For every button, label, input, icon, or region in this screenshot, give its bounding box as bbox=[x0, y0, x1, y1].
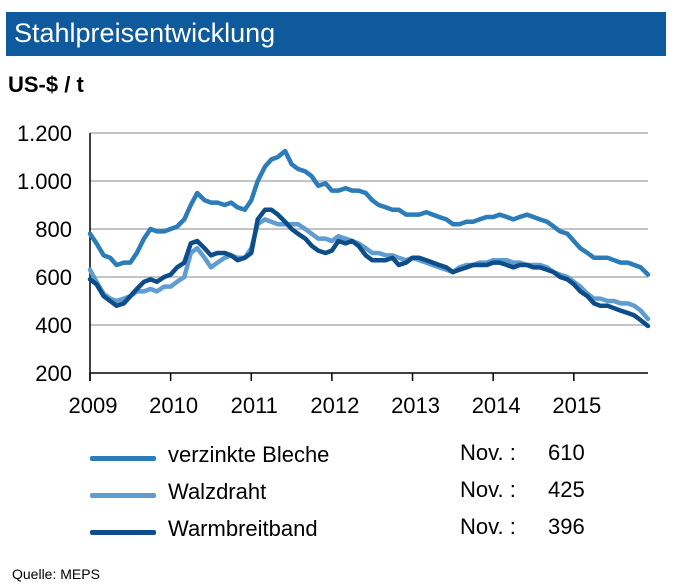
x-tick-label: 2009 bbox=[69, 393, 118, 418]
title-bar: Stahlpreisentwicklung bbox=[6, 12, 666, 56]
legend-swatch-verzinkte-bleche bbox=[90, 456, 156, 461]
y-tick-label: 800 bbox=[35, 217, 72, 242]
x-tick-label: 2015 bbox=[552, 393, 601, 418]
series-line-warmbreitband bbox=[87, 207, 651, 329]
legend-value: 610 bbox=[548, 440, 585, 465]
legend-month: Nov. : bbox=[460, 514, 516, 539]
y-tick-label: 1.000 bbox=[17, 169, 72, 194]
legend-swatch-warmbreitband bbox=[90, 530, 156, 535]
legend-label: verzinkte Bleche bbox=[168, 442, 330, 467]
y-tick-label: 200 bbox=[35, 361, 72, 386]
legend-item-verzinkte-bleche: verzinkte Bleche Nov. : 610 bbox=[90, 440, 660, 476]
chart-title: Stahlpreisentwicklung bbox=[14, 18, 276, 48]
y-tick-label: 400 bbox=[35, 313, 72, 338]
line-chart: 200 400 600 800 1.000 1.200 2009 2010 2011 2012 20… bbox=[17, 121, 651, 418]
x-tick-label: 2011 bbox=[231, 393, 278, 418]
legend-item-warmbreitband: Warmbreitband Nov. : 396 bbox=[90, 514, 660, 550]
legend-month: Nov. : bbox=[460, 477, 516, 502]
x-tick-label: 2012 bbox=[310, 393, 359, 418]
y-tick-label: 1.200 bbox=[17, 121, 72, 146]
x-tick-label: 2014 bbox=[472, 393, 521, 418]
y-tick-label: 600 bbox=[35, 265, 72, 290]
y-axis-unit-label: US-$ / t bbox=[8, 72, 84, 97]
legend-label: Warmbreitband bbox=[168, 516, 318, 541]
x-tick-label: 2010 bbox=[149, 393, 198, 418]
legend-value: 425 bbox=[548, 477, 585, 502]
legend-label: Walzdraht bbox=[168, 479, 267, 504]
legend-item-walzdraht: Walzdraht Nov. : 425 bbox=[90, 477, 660, 513]
legend-value: 396 bbox=[548, 514, 585, 539]
x-tick-label: 2013 bbox=[391, 393, 440, 418]
series-line-verzinkte-bleche bbox=[87, 148, 651, 277]
legend-swatch-walzdraht bbox=[90, 493, 156, 498]
source-note: Quelle: MEPS bbox=[12, 566, 100, 582]
legend-month: Nov. : bbox=[460, 440, 516, 465]
